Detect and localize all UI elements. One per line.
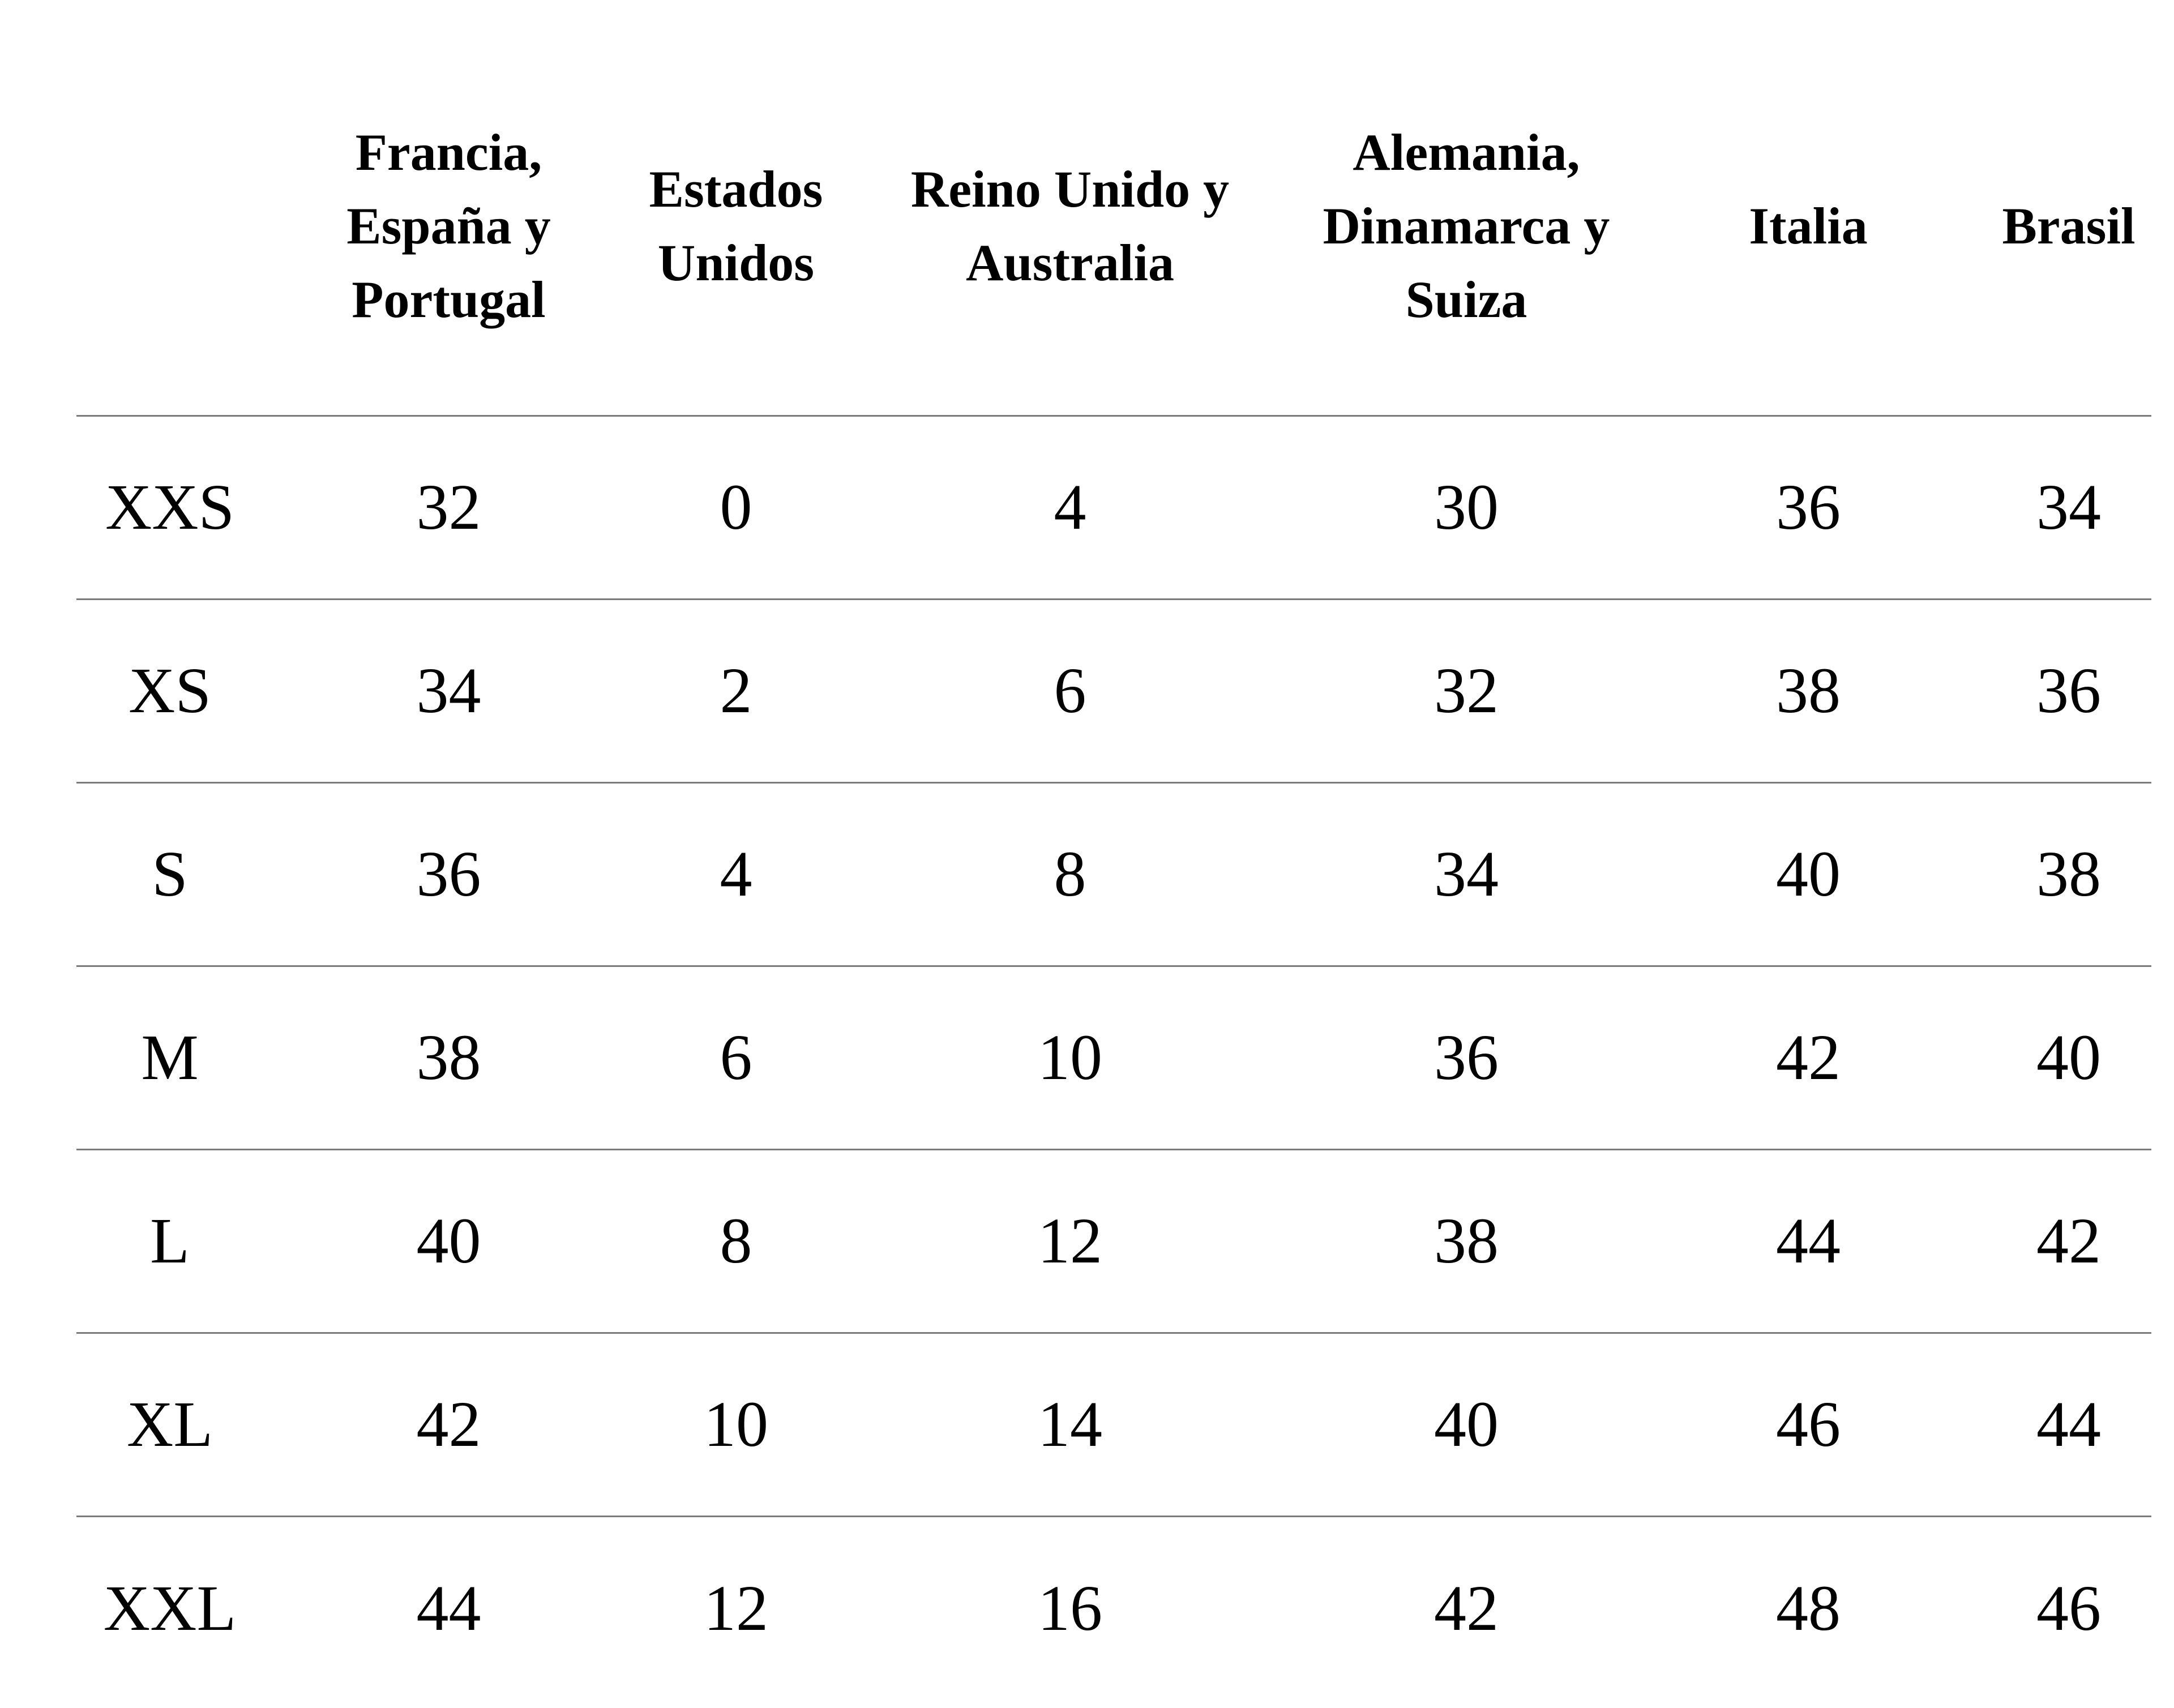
table-cell: 48	[1776, 1572, 1841, 1644]
row-label: XXL	[103, 1572, 237, 1644]
header-line: Francia,	[355, 123, 542, 182]
header-line: Reino Unido y	[910, 160, 1230, 219]
header-line: Brasil	[2002, 197, 2136, 255]
row-label: XXS	[105, 471, 235, 543]
table-cell: 42	[416, 1388, 481, 1460]
table-row-m: M 38 6 10 36 42 40	[76, 966, 2151, 1149]
table-cell: 0	[720, 471, 752, 543]
table-cell: 38	[2036, 838, 2101, 910]
header-line: Dinamarca y	[1323, 197, 1610, 255]
table-cell: 34	[2036, 471, 2101, 543]
row-label: L	[150, 1205, 190, 1277]
column-header-italia: Italia	[1630, 0, 1986, 416]
header-line: Suiza	[1405, 271, 1527, 329]
table-cell: 42	[1776, 1021, 1841, 1093]
size-conversion-table: Francia, España y Portugal Estados Unido…	[76, 0, 2151, 1700]
table-row-xl: XL 42 10 14 40 46 44	[76, 1333, 2151, 1516]
table-cell: 40	[2036, 1021, 2101, 1093]
table-cell: 44	[1776, 1205, 1841, 1277]
table-cell: 10	[1038, 1021, 1102, 1093]
table-cell: 36	[416, 838, 481, 910]
table-cell: 6	[1054, 654, 1086, 726]
table-cell: 38	[1776, 654, 1841, 726]
table-cell: 44	[2036, 1388, 2101, 1460]
header-line: Australia	[966, 234, 1174, 292]
table-cell: 32	[416, 471, 481, 543]
table-cell: 46	[1776, 1388, 1841, 1460]
row-label: M	[141, 1021, 199, 1093]
table-cell: 16	[1038, 1572, 1102, 1644]
table-cell: 44	[416, 1572, 481, 1644]
table-cell: 40	[1434, 1388, 1499, 1460]
table-cell: 40	[416, 1205, 481, 1277]
table-cell: 30	[1434, 471, 1499, 543]
table-cell: 8	[720, 1205, 752, 1277]
table-cell: 38	[1434, 1205, 1499, 1277]
row-label: XL	[127, 1388, 213, 1460]
table-cell: 34	[416, 654, 481, 726]
column-header-reino-unido-australia: Reino Unido y Australia	[838, 0, 1302, 416]
header-line: Unidos	[657, 234, 815, 292]
column-header-francia-espana-portugal: Francia, España y Portugal	[263, 0, 634, 416]
header-line: Portugal	[352, 271, 546, 329]
table-cell: 12	[1038, 1205, 1102, 1277]
table-cell: 14	[1038, 1388, 1102, 1460]
table-cell: 4	[1054, 471, 1086, 543]
column-header-estados-unidos: Estados Unidos	[634, 0, 838, 416]
table-cell: 42	[2036, 1205, 2101, 1277]
table-cell: 36	[1434, 1021, 1499, 1093]
table-cell: 46	[2036, 1572, 2101, 1644]
header-line: Estados	[649, 160, 823, 219]
table-cell: 2	[720, 654, 752, 726]
column-header-alemania-dinamarca-suiza: Alemania, Dinamarca y Suiza	[1302, 0, 1630, 416]
column-header-brasil: Brasil	[1986, 0, 2151, 416]
corner-cell	[76, 0, 263, 416]
header-row: Francia, España y Portugal Estados Unido…	[76, 0, 2151, 416]
table-cell: 40	[1776, 838, 1841, 910]
table-cell: 38	[416, 1021, 481, 1093]
row-label: XS	[129, 654, 211, 726]
header-line: Italia	[1749, 197, 1868, 255]
table-cell: 36	[2036, 654, 2101, 726]
table-cell: 6	[720, 1021, 752, 1093]
table-cell: 10	[704, 1388, 768, 1460]
table-cell: 42	[1434, 1572, 1499, 1644]
header-line: España y	[346, 197, 551, 255]
table-cell: 4	[720, 838, 752, 910]
table-cell: 32	[1434, 654, 1499, 726]
table-cell: 34	[1434, 838, 1499, 910]
table-cell: 36	[1776, 471, 1841, 543]
table-row-xxl: XXL 44 12 16 42 48 46	[76, 1516, 2151, 1700]
table-row-xs: XS 34 2 6 32 38 36	[76, 599, 2151, 782]
table-row-xxs: XXS 32 0 4 30 36 34	[76, 416, 2151, 599]
header-line: Alemania,	[1353, 123, 1580, 182]
table-cell: 12	[704, 1572, 768, 1644]
row-label: S	[152, 838, 188, 910]
table-row-l: L 40 8 12 38 44 42	[76, 1149, 2151, 1333]
table-cell: 8	[1054, 838, 1086, 910]
table-row-s: S 36 4 8 34 40 38	[76, 782, 2151, 966]
